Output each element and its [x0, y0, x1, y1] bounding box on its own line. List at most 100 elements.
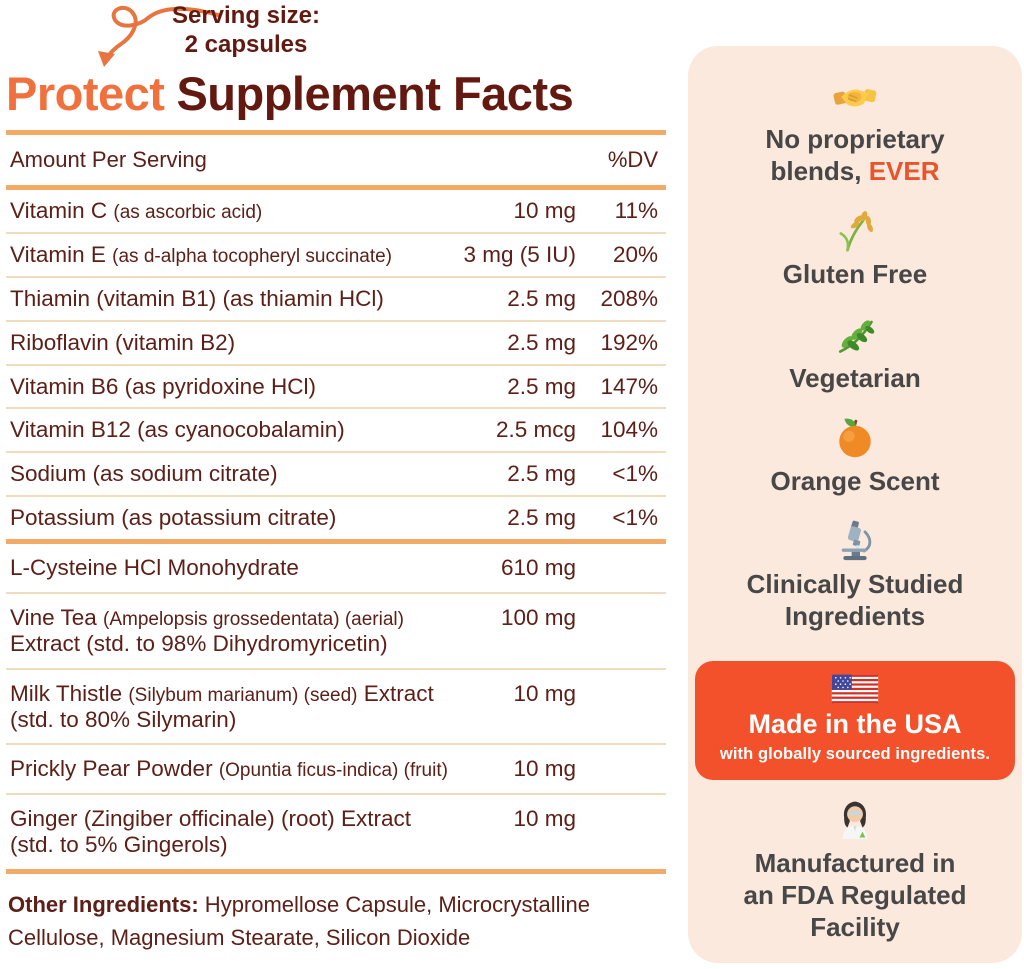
other-ingredients-list: Hypromellose Capsule, Microcrystalline C… [8, 892, 590, 950]
badge-text: Facility [810, 912, 900, 943]
badge-text: Orange Scent [770, 465, 940, 496]
badge-item: No proprietary blends, EVER [765, 76, 945, 187]
column-header-dv: %DV [607, 147, 658, 172]
facts-panel: Serving size: 2 capsules Protect Suppleme… [6, 0, 666, 954]
dv-cell: <1% [612, 505, 658, 531]
ingredient-text: Thiamin (vitamin B1) (as thiamin HCl) [10, 285, 384, 311]
sidebar: No proprietary blends, EVER Gluten Free Veg… [688, 46, 1022, 963]
ingredient-text: Riboflavin (vitamin B2) [10, 329, 236, 355]
table-row: Vitamin E (as d-alpha tocopheryl succina… [6, 234, 666, 278]
ingredient-text: (Silybum marianum) (seed) [128, 684, 358, 706]
amount-cell: 2.5 mg [507, 373, 576, 399]
ingredient-label: Riboflavin (vitamin B2) [10, 330, 458, 356]
ingredient-text: Extract [357, 680, 434, 706]
table-row: Ginger (Zingiber officinale) (root) Extr… [6, 795, 666, 869]
ingredient-label: Sodium (as sodium citrate) [10, 461, 458, 487]
table-row: Vine Tea (Ampelopsis grossedentata) (aer… [6, 594, 666, 670]
ingredient-text: Vitamin B12 (as cyanocobalamin) [10, 417, 345, 443]
title-brand: Protect [6, 67, 165, 120]
badge-label: Orange Scent [770, 465, 939, 497]
ingredient-text: (std. to 80% Silymarin) [10, 706, 237, 732]
badge-item: Manufactured in an FDA Regulated Facility [744, 800, 967, 944]
badge-label: Gluten Free [783, 258, 927, 290]
amount-cell: 2.5 mg [507, 329, 576, 355]
ingredient-text: Vine Tea [10, 604, 103, 630]
badge-item: Clinically Studied Ingredients [747, 520, 964, 632]
dv-cell: 20% [612, 241, 658, 267]
table-row: Prickly Pear Powder (Opuntia ficus-indic… [6, 745, 666, 796]
ingredient-label: Vitamin B12 (as cyanocobalamin) [10, 417, 458, 443]
handshake-icon [833, 76, 877, 116]
badge-label-line: Manufactured in [744, 847, 967, 879]
facts-table: Amount Per Serving %DV Vitamin C (as asc… [6, 130, 666, 954]
woman-scientist-icon [835, 800, 875, 840]
ingredient-text: (std. to 5% Gingerols) [10, 832, 228, 858]
amount-cell: 2.5 mcg [495, 417, 576, 443]
table-row: Milk Thistle (Silybum marianum) (seed) E… [6, 670, 666, 746]
curved-arrow-icon [98, 5, 220, 67]
badge-item: Gluten Free [783, 211, 927, 290]
usa-card: Made in the USA with globally sourced ing… [695, 660, 1015, 780]
badge-label-line: Clinically Studied [747, 568, 964, 600]
ingredient-label: Potassium (as potassium citrate) [10, 505, 458, 531]
table-row: Vitamin B12 (as cyanocobalamin) 2.5 mcg 10… [6, 409, 666, 454]
serving-size-line2: 2 capsules [184, 30, 308, 58]
ingredient-label: Vine Tea (Ampelopsis grossedentata) (aer… [10, 605, 458, 657]
ingredient-label: Ginger (Zingiber officinale) (root) Extr… [10, 806, 458, 858]
amount-cell: 10 mg [513, 680, 576, 706]
badge-label-line: Facility [744, 911, 967, 943]
badge-text: an FDA Regulated [743, 879, 967, 910]
badge-text: Vegetarian [789, 362, 921, 393]
table-row: Sodium (as sodium citrate) 2.5 mg <1% [6, 453, 666, 498]
usa-card-title: Made in the USA [748, 708, 962, 739]
amount-cell: 2.5 mg [507, 505, 576, 531]
ingredient-text: Prickly Pear Powder [10, 756, 219, 782]
ingredient-text: (Opuntia ficus-indica) (fruit) [218, 760, 448, 782]
microscope-icon [835, 520, 875, 561]
badge-label-line: an FDA Regulated [744, 879, 967, 911]
table-row: Riboflavin (vitamin B2) 2.5 mg 192% [6, 322, 666, 366]
ingredient-label: Vitamin E (as d-alpha tocopheryl succina… [10, 242, 458, 268]
serving-size-line1: Serving size: [171, 2, 321, 29]
ingredient-text: Vitamin C [10, 198, 114, 223]
badge-label-line: blends, EVER [765, 155, 944, 187]
badge-label-line: Vegetarian [789, 362, 921, 394]
amount-cell: 10 mg [513, 198, 576, 223]
ingredient-text: Ginger (Zingiber officinale) (root) Extr… [10, 806, 411, 832]
table-row: Potassium (as potassium citrate) 2.5 mg <1… [6, 497, 666, 539]
badge-text: EVER [868, 156, 940, 187]
ingredient-text: Potassium (as potassium citrate) [10, 505, 337, 531]
dv-cell: 208% [600, 285, 658, 311]
herb-icon [834, 315, 876, 355]
amount-cell: 610 mg [500, 555, 576, 580]
badge-label: Vegetarian [789, 362, 921, 394]
ingredient-label: Vitamin B6 (as pyridoxine HCl) [10, 374, 458, 400]
badge-text: Manufactured in [754, 847, 956, 878]
table-row: Vitamin C (as ascorbic acid) 10 mg 11% [6, 190, 666, 234]
table-groups: Vitamin C (as ascorbic acid) 10 mg 11% Vita… [6, 190, 666, 869]
badge-text: Ingredients [784, 601, 926, 632]
badge-label: No proprietary blends, EVER [765, 123, 944, 187]
dv-cell: 104% [600, 417, 658, 443]
dv-cell: 147% [600, 373, 658, 399]
table-group: L-Cysteine HCl Monohydrate 610 mg Vine Tea… [6, 539, 666, 869]
dv-cell: 192% [600, 329, 658, 355]
ingredient-text: Milk Thistle [10, 680, 129, 706]
title-rest: Supplement Facts [176, 67, 574, 120]
amount-cell: 100 mg [500, 604, 576, 630]
column-header-amount: Amount Per Serving [10, 147, 207, 172]
ingredient-label: Milk Thistle (Silybum marianum) (seed) E… [10, 681, 458, 733]
ingredient-text: Sodium (as sodium citrate) [10, 461, 278, 487]
orange-icon [834, 418, 876, 458]
serving-size-note: Serving size: 2 capsules [156, 2, 336, 60]
table-row: Vitamin B6 (as pyridoxine HCl) 2.5 mg 147% [6, 366, 666, 410]
ingredient-label: L-Cysteine HCl Monohydrate [10, 555, 458, 581]
ingredient-text: (as ascorbic acid) [113, 202, 263, 223]
ingredient-text: Extract (std. to 98% Dihydromyricetin) [10, 630, 388, 656]
table-header: Amount Per Serving %DV [6, 130, 666, 190]
ingredient-text: L-Cysteine HCl Monohydrate [10, 555, 299, 580]
badge-label-line: No proprietary [765, 123, 944, 155]
ingredient-text: Vitamin B6 (as pyridoxine HCl) [10, 373, 316, 399]
amount-cell: 3 mg (5 IU) [463, 241, 576, 267]
badge-label-line: Orange Scent [770, 465, 939, 497]
